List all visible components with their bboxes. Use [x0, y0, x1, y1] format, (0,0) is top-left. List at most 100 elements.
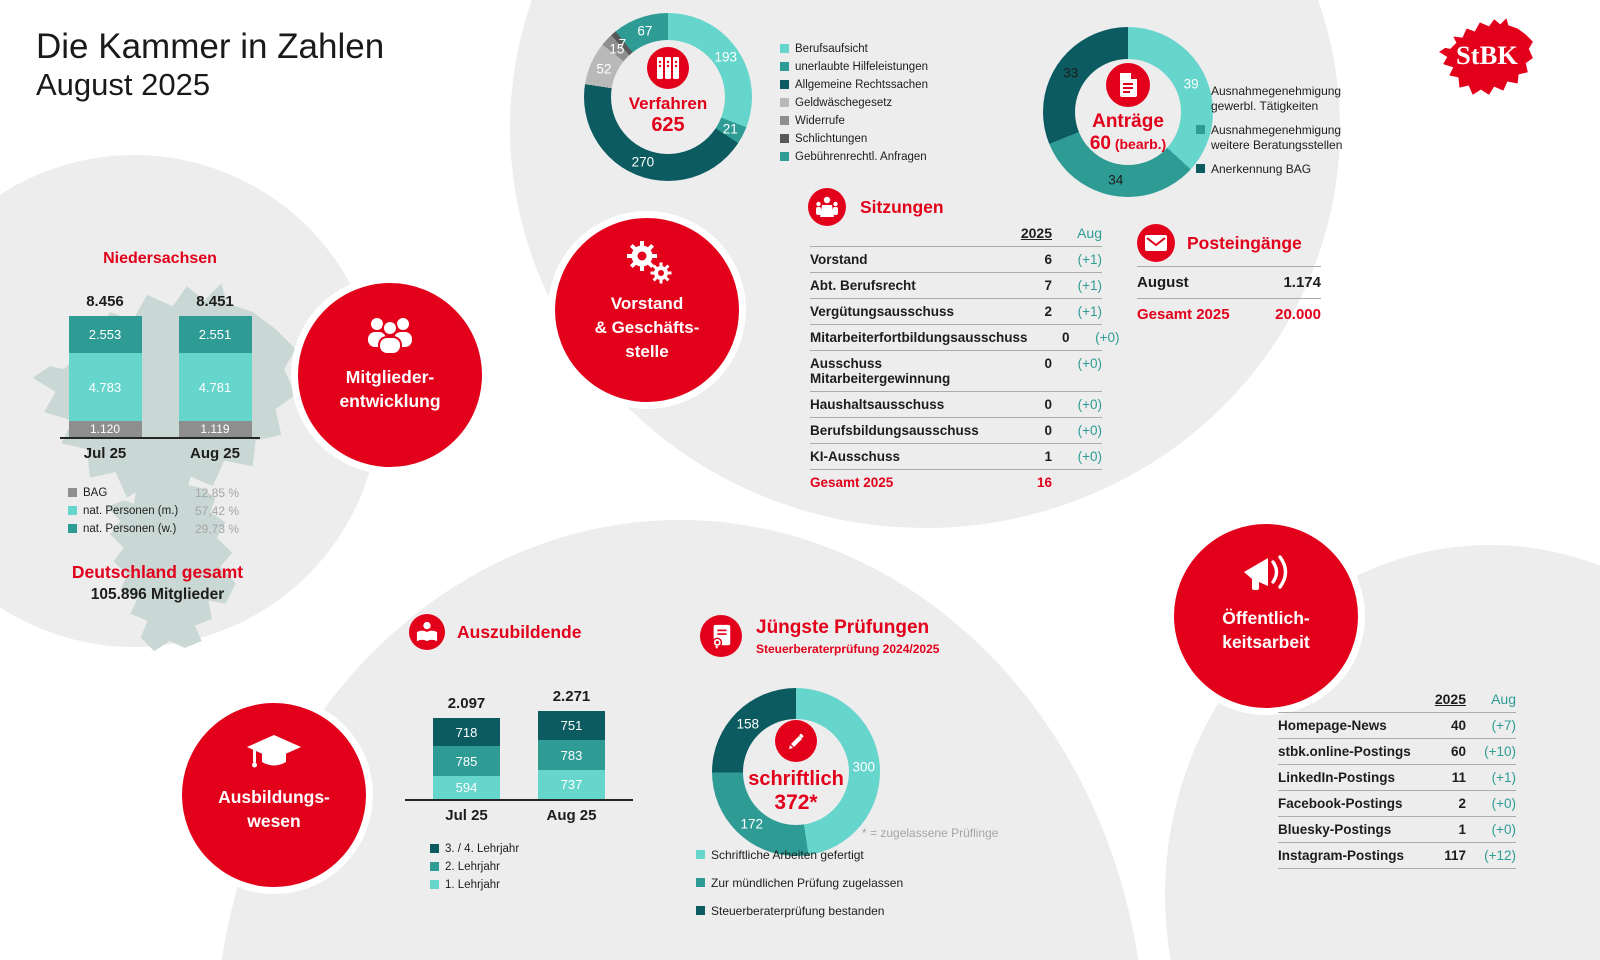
- bar-segment: 2.551: [178, 316, 252, 353]
- table-total-row: Gesamt 2025 16: [810, 469, 1102, 495]
- legend-item: BAG 12,85 %: [68, 486, 298, 500]
- bar-segment-value: 1.119: [200, 422, 230, 436]
- donut-value-label: 21: [722, 121, 738, 137]
- table-row-value: 0: [1044, 356, 1052, 371]
- ausbildungswesen-circle: Ausbildungs- wesen: [175, 696, 373, 894]
- table-row: Facebook-Postings 2 (+0): [1278, 790, 1516, 816]
- bar-segment-value: 4.783: [88, 379, 122, 395]
- niedersachsen-x-labels: Jul 25 Aug 25: [60, 445, 260, 462]
- legend-swatch: [1196, 125, 1205, 134]
- donut-value-label: 67: [637, 23, 653, 39]
- oeffentlich-label-line1: Öffentlich-: [1222, 608, 1310, 628]
- oeffentlichkeitsarbeit-circle: Öffentlich- keitsarbeit: [1167, 517, 1365, 715]
- mitglieder-label-line2: entwicklung: [339, 391, 441, 411]
- table-row-value: 117: [1444, 848, 1466, 863]
- antraege-legend: Ausnahmegenehmigung gewerbl. Tätigkeiten…: [1196, 84, 1372, 186]
- certificate-icon: [700, 615, 742, 657]
- pruefungen-footnote: * = zugelassene Prüflinge: [862, 826, 999, 840]
- table-row-value: 1: [1458, 822, 1466, 837]
- legend-item: 3. / 4. Lehrjahr: [430, 842, 590, 856]
- document-icon: [1106, 63, 1150, 107]
- donut-value-label: 33: [1063, 65, 1079, 81]
- bar-group: 8.451 2.551 4.781 1.119: [178, 276, 252, 437]
- binders-icon: [647, 47, 689, 89]
- bar-segment-value: 718: [455, 724, 478, 740]
- bar-total-label: 2.097: [447, 695, 486, 712]
- table-row: Ausschuss Mitarbeitergewinnung 0 (+0): [810, 350, 1102, 391]
- vorstand-label-line3: stelle: [625, 342, 669, 361]
- bar-segment: 785: [433, 746, 500, 776]
- megaphone-icon: [1244, 555, 1288, 590]
- table-row: Vorstand 6 (+1): [810, 246, 1102, 272]
- bar-x-label: Jul 25: [445, 807, 488, 824]
- antraege-center-title: Anträge: [1092, 111, 1164, 132]
- table-row-delta: (+7): [1491, 718, 1516, 733]
- verfahren-legend: Berufsaufsicht unerlaubte Hilfeleistungen…: [780, 42, 960, 168]
- germany-map: [106, 461, 236, 652]
- table-row-value: 2: [1044, 304, 1052, 319]
- legend-item: Ausnahmegenehmigung weitere Beratungsste…: [1196, 123, 1372, 153]
- table-row: Bluesky-Postings 1 (+0): [1278, 816, 1516, 842]
- table-aug-header: Aug: [1077, 225, 1102, 241]
- donut-value-label: 300: [852, 759, 876, 775]
- bar-group: 8.456 2.553 4.783 1.120: [68, 276, 142, 437]
- table-row: KI-Ausschuss 1 (+0): [810, 443, 1102, 469]
- auszubildende-legend: 3. / 4. Lehrjahr 2. Lehrjahr 1. Lehrjahr: [430, 842, 590, 896]
- bar-segment: 783: [538, 740, 605, 770]
- auszubildende-bar-chart: 2.097 718 785 594 2.271 751 783 737: [408, 676, 630, 799]
- pruefungen-center-value: 372*: [774, 791, 818, 814]
- table-row-value: 1: [1044, 449, 1052, 464]
- legend-label: Steuerberaterprüfung bestanden: [711, 904, 885, 918]
- auszubildende-axis: [405, 799, 633, 801]
- niedersachsen-legend: BAG 12,85 % nat. Personen (m.) 57,42 % nat. …: [68, 486, 298, 540]
- auszubildende-title: Auszubildende: [457, 621, 582, 642]
- posteingaenge-header: Posteingänge: [1137, 224, 1302, 262]
- mitgliederentwicklung-circle: Mitglieder- entwicklung: [291, 276, 489, 474]
- pruefungen-donut: schriftlich 372* 300 172 158: [712, 688, 880, 856]
- bar-x-label: Jul 25: [83, 445, 127, 462]
- bar-segment-value: 1.120: [89, 422, 121, 436]
- deutschland-gesamt-title: Deutschland gesamt: [71, 562, 244, 582]
- gears-icon: [627, 241, 672, 284]
- stbk-logo: StBK: [1436, 12, 1538, 107]
- oeffentlichkeitsarbeit-table: 2025 Aug Homepage-News 40 (+7) stbk.online-Po…: [1278, 688, 1516, 869]
- legend-label: Ausnahmegenehmigung weitere Beratungsste…: [1211, 123, 1343, 152]
- table-row: Abt. Berufsrecht 7 (+1): [810, 272, 1102, 298]
- pruefungen-center-title: schriftlich: [748, 768, 844, 790]
- donut-value-label: 7: [618, 36, 627, 52]
- table-row-label: Instagram-Postings: [1278, 848, 1405, 863]
- bar-group: 2.097 718 785 594: [433, 676, 500, 799]
- legend-label: 3. / 4. Lehrjahr: [445, 843, 520, 855]
- legend-label: Gebührenrechtl. Anfragen: [795, 151, 927, 163]
- page-title-line2: August 2025: [36, 67, 211, 103]
- table-row-delta: (+1): [1077, 252, 1102, 267]
- legend-label: BAG: [83, 487, 108, 499]
- legend-item: Steuerberaterprüfung bestanden: [696, 904, 946, 919]
- table-row: stbk.online-Postings 60 (+10): [1278, 738, 1516, 764]
- legend-swatch: [1196, 86, 1205, 95]
- legend-label: nat. Personen (m.): [83, 505, 179, 517]
- legend-swatch: [780, 62, 789, 71]
- table-total-value: 20.000: [1275, 306, 1321, 323]
- legend-label: 2. Lehrjahr: [445, 861, 500, 873]
- antraege-donut-center: Anträge 60 (bearb.): [1043, 27, 1213, 197]
- table-year-header: 2025: [1434, 691, 1466, 707]
- bar-total-label: 8.451: [196, 293, 234, 310]
- table-row-value: 0: [1044, 397, 1052, 412]
- table-row: Instagram-Postings 117 (+12): [1278, 842, 1516, 868]
- table-header-spacer: [810, 225, 1010, 241]
- table-row: Vergütungsausschuss 2 (+1): [810, 298, 1102, 324]
- legend-item: Allgemeine Rechtssachen: [780, 78, 960, 92]
- bar-segment: 4.781: [178, 353, 252, 421]
- donut-value-label: 172: [740, 816, 764, 832]
- pencil-icon: [775, 720, 817, 762]
- legend-item: Schriftliche Arbeiten gefertigt: [696, 848, 946, 863]
- legend-label: Zur mündlichen Prüfung zugelassen: [711, 876, 904, 890]
- table-row-delta: (+1): [1491, 770, 1516, 785]
- legend-item: Anerkennung BAG: [1196, 162, 1372, 177]
- ausbildung-label-line1: Ausbildungs-: [218, 787, 330, 807]
- table-bottom-line: [1278, 868, 1516, 869]
- sitzungen-title: Sitzungen: [860, 196, 944, 217]
- table-row-label: Vorstand: [810, 252, 868, 267]
- table-header: 2025 Aug: [1278, 688, 1516, 712]
